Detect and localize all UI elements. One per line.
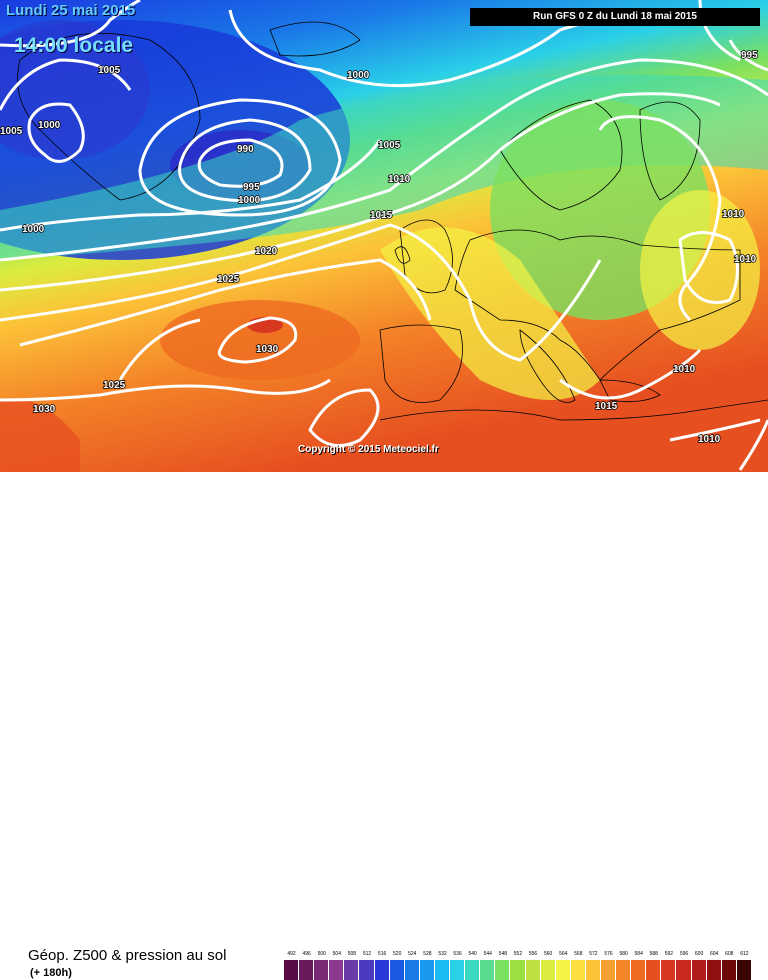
scale-swatch: [390, 960, 405, 980]
scale-swatch: [526, 960, 541, 980]
forecast-date: Lundi 25 mai 2015: [6, 2, 135, 19]
scale-swatch: [722, 960, 737, 980]
scale-swatch: [737, 960, 752, 980]
isobar-label: 1015: [370, 210, 393, 221]
isobar-label: 1005: [378, 140, 401, 151]
scale-swatch: [510, 960, 525, 980]
scale-value: 588: [646, 950, 661, 958]
scale-swatch: [329, 960, 344, 980]
isobar-label: 990: [237, 144, 254, 155]
isobar-label: 1010: [673, 364, 696, 375]
scale-swatch: [299, 960, 314, 980]
scale-value: 564: [556, 950, 571, 958]
scale-swatch: [480, 960, 495, 980]
scale-swatch: [692, 960, 707, 980]
isobar-label: 1010: [388, 174, 411, 185]
scale-swatch: [344, 960, 359, 980]
scale-swatch: [314, 960, 329, 980]
scale-swatch: [676, 960, 691, 980]
scale-value: 608: [722, 950, 737, 958]
isobar-label: 1010: [722, 209, 745, 220]
isobar-label: 1000: [38, 120, 61, 131]
scale-swatch: [450, 960, 465, 980]
scale-value: 508: [344, 950, 359, 958]
scale-value: 528: [420, 950, 435, 958]
scale-value: 572: [586, 950, 601, 958]
scale-colors: [284, 960, 752, 980]
scale-value: 560: [541, 950, 556, 958]
scale-value: 600: [692, 950, 707, 958]
forecast-hour: 14:00 locale: [14, 34, 133, 58]
isobar-label: 995: [741, 50, 758, 61]
isobar-label: 1010: [734, 254, 757, 265]
isobar-label: 1010: [698, 434, 721, 445]
isobar-label: 1030: [256, 344, 279, 355]
scale-value: 584: [631, 950, 646, 958]
isobar-label: 1000: [238, 195, 261, 206]
scale-value: 512: [359, 950, 374, 958]
scale-value: 604: [707, 950, 722, 958]
isobar-label: 1020: [255, 246, 278, 257]
scale-swatch: [420, 960, 435, 980]
scale-value: 504: [329, 950, 344, 958]
scale-swatch: [405, 960, 420, 980]
scale-value: 592: [661, 950, 676, 958]
legend-footer: Géop. Z500 & pression au sol (+ 180h) 49…: [0, 472, 768, 512]
scale-value: 568: [571, 950, 586, 958]
scale-value: 596: [676, 950, 691, 958]
scale-value: 496: [299, 950, 314, 958]
weather-map: 1005 1000 1005 990 995 1000 1000 1005 10…: [0, 0, 768, 472]
scale-swatch: [284, 960, 299, 980]
scale-swatch: [495, 960, 510, 980]
scale-swatch: [571, 960, 586, 980]
isobar-label: 1005: [0, 126, 23, 137]
legend-subtitle: (+ 180h): [30, 967, 72, 979]
scale-value: 532: [435, 950, 450, 958]
scale-swatch: [661, 960, 676, 980]
scale-value: 544: [480, 950, 495, 958]
scale-swatch: [375, 960, 390, 980]
legend-title: Géop. Z500 & pression au sol: [28, 947, 226, 964]
copyright: Copyright © 2015 Meteociel.fr: [298, 444, 439, 455]
scale-value: 540: [465, 950, 480, 958]
scale-value: 500: [314, 950, 329, 958]
isobar-label: 1015: [595, 401, 618, 412]
scale-swatch: [586, 960, 601, 980]
scale-swatch: [616, 960, 631, 980]
scale-value: 612: [737, 950, 752, 958]
isobar-label: 1000: [347, 70, 370, 81]
scale-value: 492: [284, 950, 299, 958]
isobar-label: 1030: [33, 404, 56, 415]
scale-swatch: [556, 960, 571, 980]
scale-value: 524: [405, 950, 420, 958]
scale-value: 520: [390, 950, 405, 958]
isobar-label: 1000: [22, 224, 45, 235]
scale-value: 536: [450, 950, 465, 958]
scale-value: 548: [495, 950, 510, 958]
scale-swatch: [359, 960, 374, 980]
isobar-label: 1025: [103, 380, 126, 391]
scale-value: 576: [601, 950, 616, 958]
scale-swatch: [601, 960, 616, 980]
high-area: [160, 300, 360, 380]
isobar-label: 995: [243, 182, 260, 193]
scale-value: 556: [526, 950, 541, 958]
scale-swatch: [465, 960, 480, 980]
isobar-label: 1025: [217, 274, 240, 285]
scale-value: 552: [510, 950, 525, 958]
scale-value: 580: [616, 950, 631, 958]
scale-swatch: [541, 960, 556, 980]
scale-swatch: [646, 960, 661, 980]
scale-swatch: [707, 960, 722, 980]
model-run-label: Run GFS 0 Z du Lundi 18 mai 2015: [470, 8, 760, 26]
isobar-label: 1005: [98, 65, 121, 76]
scale-value: 516: [375, 950, 390, 958]
scale-swatch: [435, 960, 450, 980]
scale-swatch: [631, 960, 646, 980]
